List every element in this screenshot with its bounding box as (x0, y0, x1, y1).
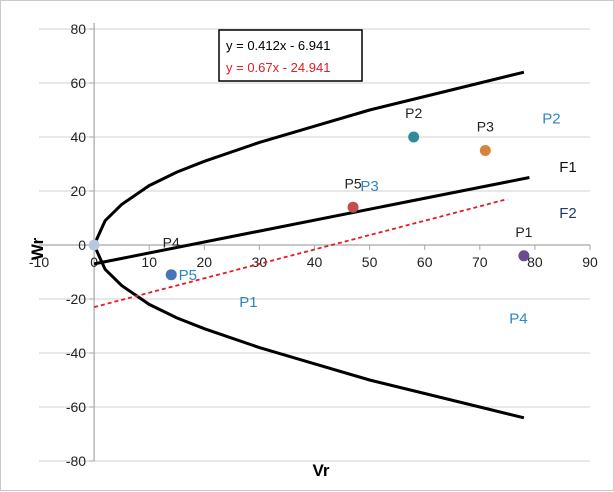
equation-1: y = 0.412x - 6.941 (226, 38, 330, 53)
grid-layer (39, 28, 590, 462)
y-tick-label: -40 (66, 345, 86, 361)
x-tick-label: 60 (417, 254, 433, 270)
x-tick-label: 30 (252, 254, 268, 270)
annotation-region-p5: P5 (179, 267, 197, 284)
point-p1 (518, 250, 530, 262)
trend-line-dashed (93, 198, 508, 308)
y-tick-label: 40 (71, 129, 87, 145)
y-tick-label: 80 (71, 21, 87, 37)
point-p4 (165, 269, 177, 281)
x-tick-label: 50 (362, 254, 378, 270)
curve-layer (92, 70, 530, 420)
upper-curve-f1 (92, 70, 525, 246)
lower-curve (92, 244, 525, 420)
x-tick-label: 80 (527, 254, 543, 270)
x-tick-label: 70 (472, 254, 488, 270)
point-p5 (347, 201, 359, 213)
annotation-point-p5: P5 (345, 175, 362, 191)
y-tick-label: -20 (66, 291, 86, 307)
annotation-region-p1: P1 (239, 294, 257, 311)
annotation-point-p4: P4 (163, 235, 180, 251)
axis-layer (38, 23, 591, 462)
trend-line-solid (93, 176, 530, 266)
tick-label-layer: -80 -60 -40 -20 0 20 40 60 80 -10 0 10 20 30 40 50 60 70 8… (29, 21, 598, 469)
point-origin (88, 239, 100, 251)
x-tick-label: 40 (307, 254, 323, 270)
x-tick-label: 20 (197, 254, 213, 270)
equation-2: y = 0.67x - 24.941 (226, 60, 330, 75)
equation-box: y = 0.412x - 6.941 y = 0.67x - 24.941 (218, 29, 363, 82)
point-p2 (408, 131, 420, 143)
x-tick-label: 90 (582, 254, 598, 270)
annotation-curve-f1: F1 (559, 159, 577, 176)
y-tick-label: -80 (66, 453, 86, 469)
annotation-point-p1: P1 (515, 224, 532, 240)
y-tick-label: 20 (71, 183, 87, 199)
annotation-region-p4: P4 (509, 310, 527, 327)
annotation-region-p2: P2 (542, 111, 560, 128)
y-tick-label: 60 (71, 75, 87, 91)
x-axis-title: Vr (312, 461, 329, 480)
annotation-point-p3: P3 (477, 119, 494, 135)
point-layer (88, 131, 530, 281)
annotation-point-p2: P2 (405, 105, 422, 121)
y-tick-label: -60 (66, 399, 86, 415)
y-tick-label: 0 (78, 237, 86, 253)
x-tick-label: -10 (29, 254, 49, 270)
x-tick-label: 10 (141, 254, 157, 270)
annotation-region-p3: P3 (360, 178, 378, 195)
point-p3 (479, 145, 491, 156)
x-tick-label: 0 (90, 254, 98, 270)
equation-box-border (218, 29, 363, 82)
annotation-curve-f2: F2 (559, 205, 577, 222)
y-axis-title: Wr (28, 237, 47, 260)
